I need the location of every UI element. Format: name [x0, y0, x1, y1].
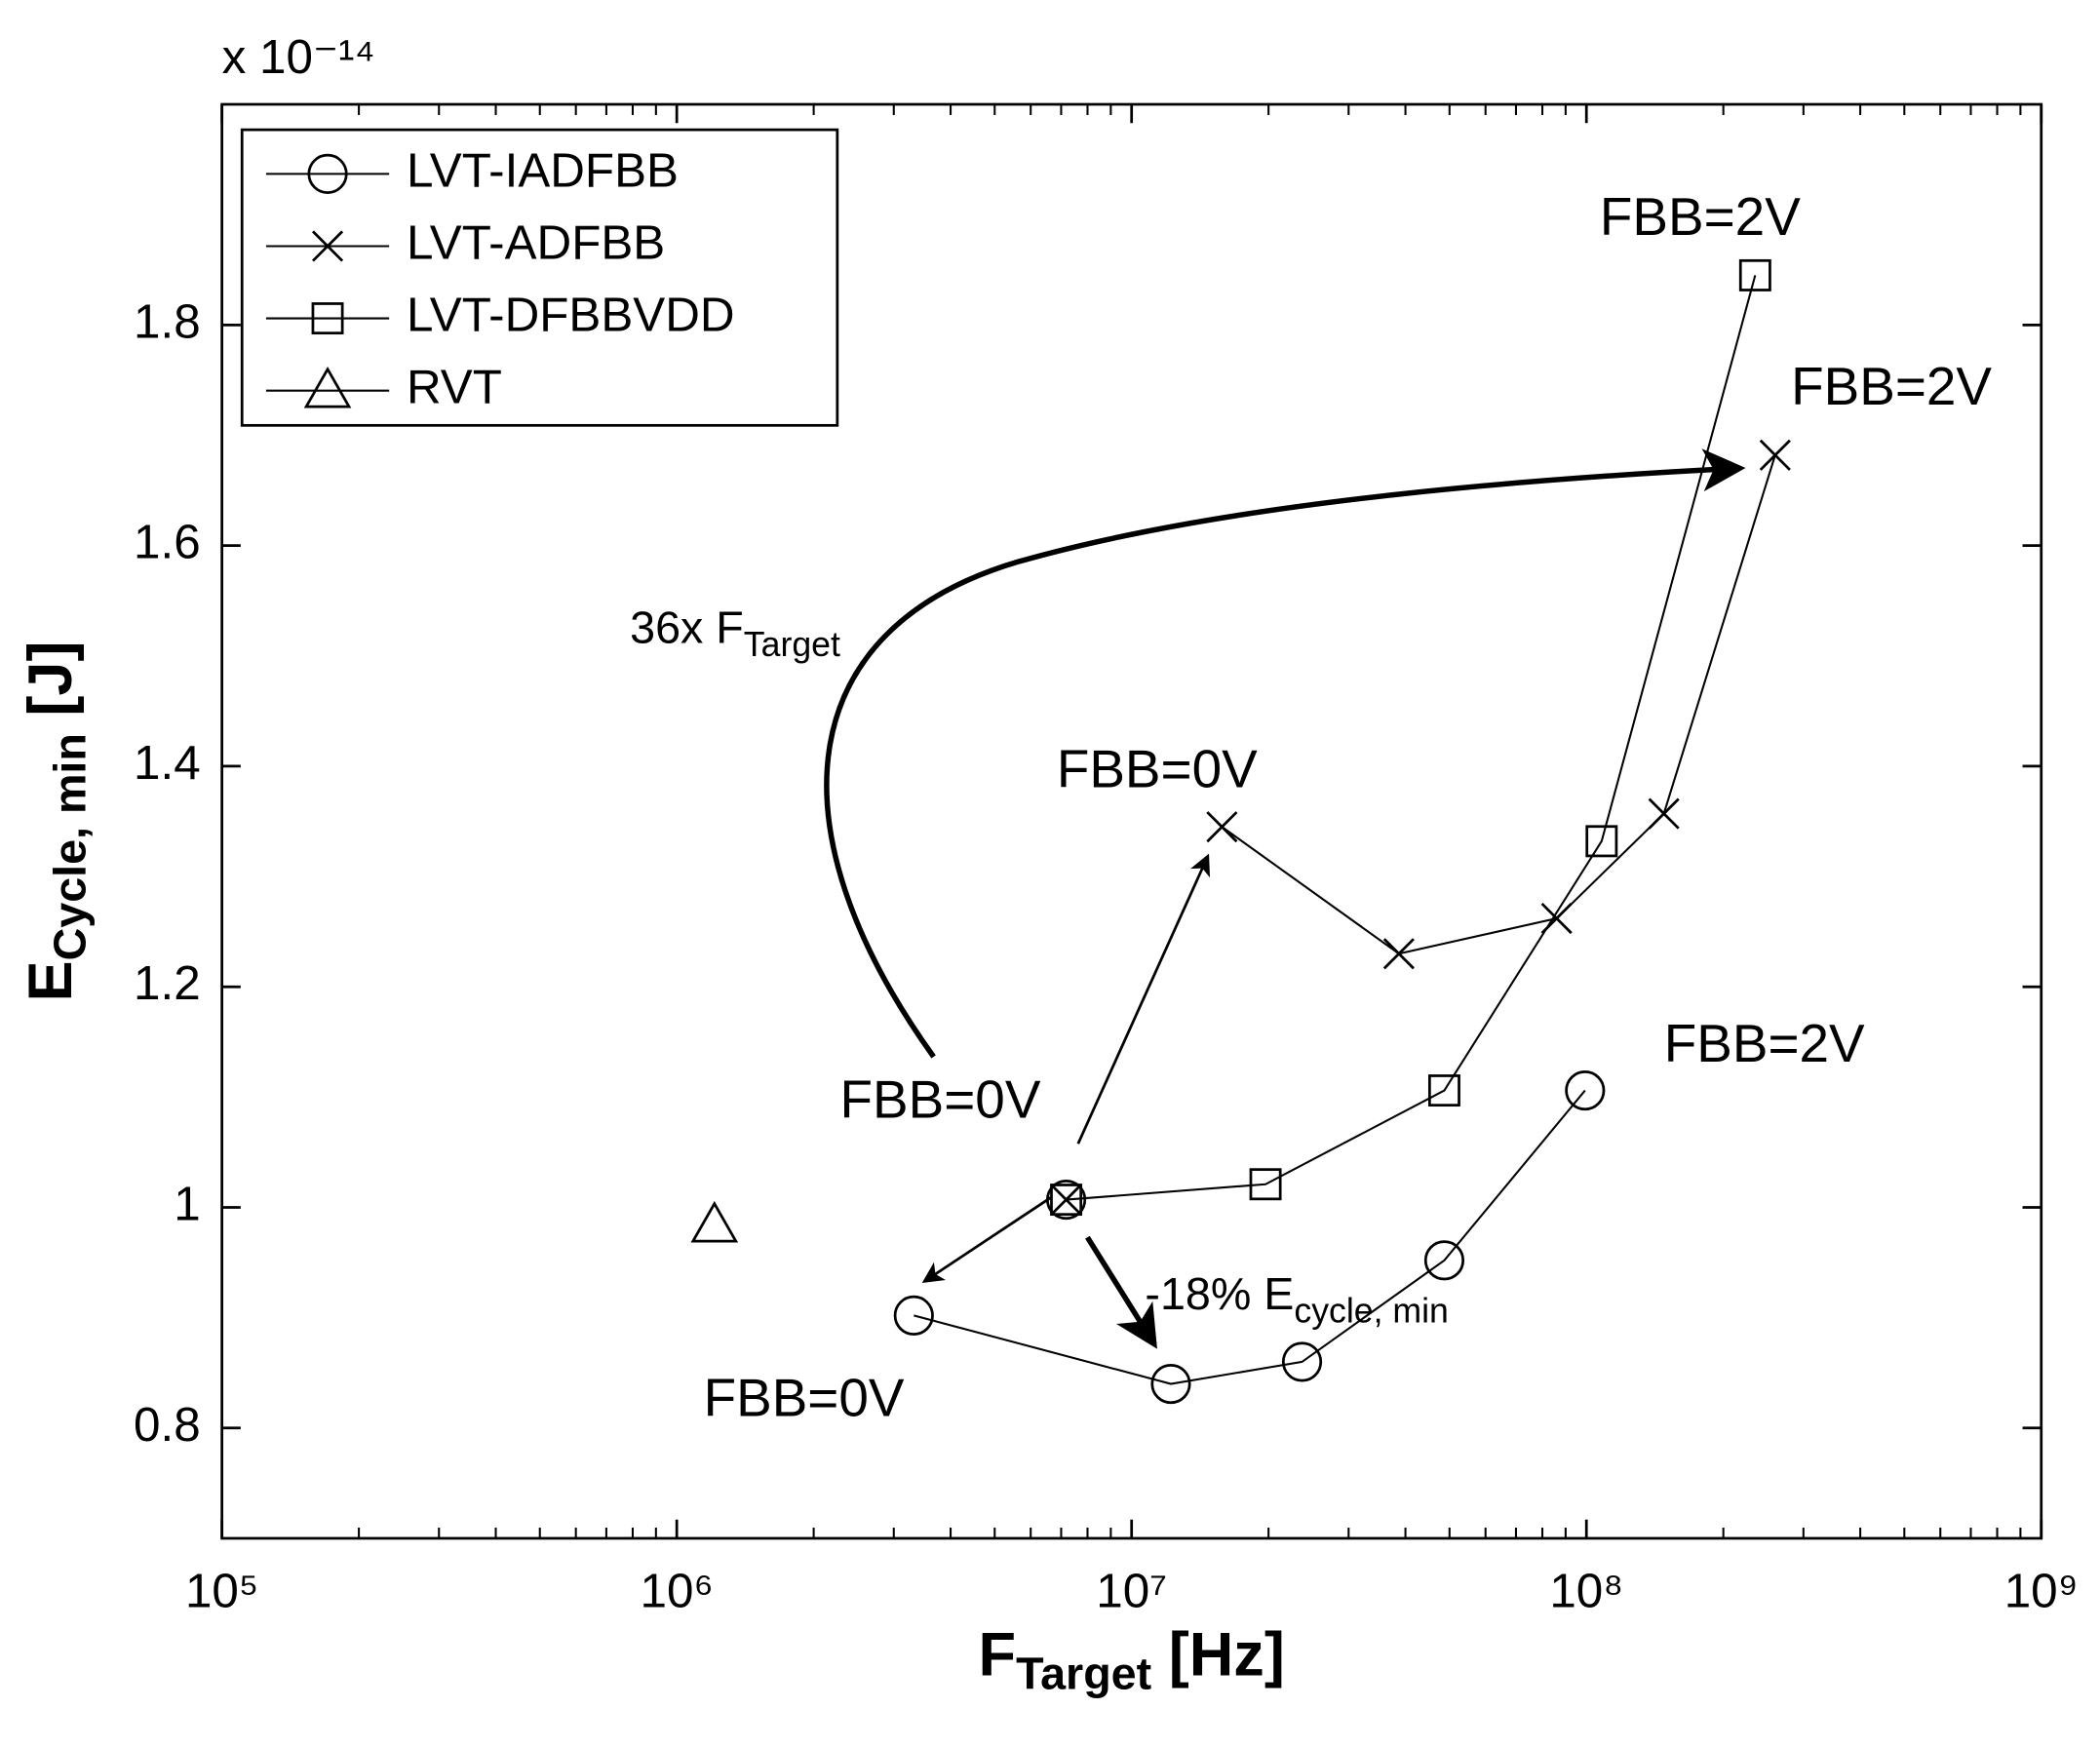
point	[690, 1200, 739, 1243]
label-part: [Hz]	[1151, 1620, 1285, 1689]
y-tick-label: 0.8	[134, 1398, 201, 1452]
point	[1648, 797, 1680, 830]
point	[1759, 439, 1791, 471]
point	[1050, 1184, 1082, 1216]
label-part: E	[17, 960, 85, 1001]
series-line	[914, 1089, 1586, 1385]
legend-box	[240, 128, 839, 427]
point	[1150, 1363, 1191, 1405]
annotation-part: cycle, min	[1294, 1292, 1449, 1331]
legend-marker	[311, 302, 344, 335]
legend-label: LVT-ADFBB	[407, 216, 665, 270]
annotation: FBB=0V	[1057, 739, 1258, 799]
point	[1738, 258, 1771, 291]
annotation: FBB=0V	[704, 1367, 905, 1427]
annotation: 36x FTarget	[630, 602, 840, 665]
legend-label: RVT	[407, 361, 502, 414]
point	[1050, 1184, 1083, 1217]
point	[1382, 938, 1415, 970]
label-part: Cycle, min	[45, 733, 96, 960]
legend-label: LVT-DFBBVDD	[407, 289, 735, 342]
y-tick-label: 1.2	[134, 956, 201, 1010]
point	[1206, 811, 1238, 843]
x-tick-label: 10⁵	[185, 1565, 258, 1618]
arrow	[921, 1195, 1053, 1284]
legend-marker	[303, 366, 352, 408]
y-tick-label: 1.8	[134, 294, 201, 348]
annotation: -18% Ecycle, min	[1145, 1268, 1448, 1331]
legend: LVT-IADFBB LVT-ADFBB LVT-DFBBVDD RVT	[240, 128, 839, 427]
x-tick-label: 10⁷	[1096, 1565, 1167, 1618]
legend-marker	[311, 230, 344, 262]
y-multiplier: x 10⁻¹⁴	[222, 30, 375, 84]
point	[1045, 1180, 1087, 1221]
annotation: FBB=0V	[840, 1069, 1041, 1130]
y-tick-label: 1.4	[134, 736, 201, 790]
annotation-part: 36x F	[630, 602, 744, 653]
point	[1585, 825, 1618, 858]
x-axis-label: FTarget [Hz]	[979, 1620, 1285, 1699]
x-tick-label: 10⁶	[641, 1565, 714, 1618]
annotation-part: -18% E	[1145, 1268, 1294, 1319]
label-part: [J]	[17, 641, 85, 733]
point	[1423, 1240, 1465, 1281]
annotation: FBB=2V	[1600, 186, 1801, 247]
point	[1427, 1074, 1460, 1107]
y-tick-label: 1.6	[134, 516, 201, 569]
y-tick-label: 1	[174, 1178, 200, 1231]
x-tick-label: 10⁸	[1549, 1565, 1623, 1618]
label-part: Target	[1016, 1649, 1151, 1699]
point	[1249, 1168, 1282, 1201]
arrow	[824, 448, 1746, 1059]
label-part: F	[979, 1620, 1017, 1689]
arrow	[1076, 853, 1211, 1145]
annotation-part: Target	[744, 626, 840, 665]
annotation: FBB=2V	[1791, 356, 1992, 416]
legend-label: LVT-IADFBB	[407, 143, 679, 197]
point	[1565, 1069, 1606, 1111]
point	[1281, 1341, 1323, 1382]
legend-marker	[307, 153, 348, 194]
annotation: FBB=2V	[1664, 1013, 1865, 1073]
point	[893, 1295, 934, 1336]
y-axis-label: ECycle, min [J]	[17, 641, 96, 1001]
arrow	[1085, 1235, 1157, 1349]
x-tick-label: 10⁹	[2004, 1565, 2079, 1618]
series-line	[1066, 275, 1757, 1201]
